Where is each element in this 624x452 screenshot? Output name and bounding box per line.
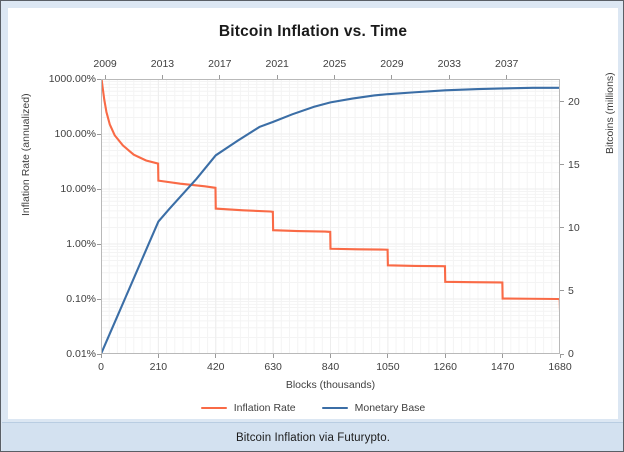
- x-tick-bottom-2: 420: [206, 361, 225, 373]
- tick-mark: [97, 243, 101, 245]
- figure-card: Bitcoin Inflation vs. Time Inflation Rat…: [8, 8, 618, 419]
- x-tick-bottom-8: 1680: [548, 361, 572, 373]
- tick-mark: [219, 75, 221, 79]
- x-tick-bottom-1: 210: [149, 361, 168, 373]
- y-tick-right-4: 20: [568, 95, 580, 108]
- plot-area: [101, 79, 560, 354]
- y-axis-right-title: Bitcoins (millions): [604, 72, 616, 154]
- axis-line-left: [101, 79, 102, 354]
- x-tick-bottom-3: 630: [264, 361, 282, 373]
- tick-mark: [560, 353, 564, 355]
- tick-mark: [97, 353, 101, 355]
- y-tick-right-0: 0: [568, 348, 574, 360]
- legend-swatch-inflation-rate: [200, 406, 227, 410]
- tick-mark: [104, 75, 106, 79]
- x-tick-top-3: 2021: [265, 58, 289, 70]
- tick-mark: [502, 354, 504, 358]
- tick-mark: [560, 227, 564, 229]
- tick-mark: [560, 290, 564, 292]
- x-tick-top-7: 2037: [495, 58, 519, 70]
- y-tick-right-1: 5: [568, 284, 574, 297]
- tick-mark: [97, 133, 101, 135]
- tick-mark: [272, 354, 274, 358]
- axis-line-bottom: [101, 353, 560, 354]
- grid-lines: [101, 79, 560, 354]
- x-tick-top-4: 2025: [322, 58, 347, 70]
- tick-mark: [97, 78, 101, 80]
- tick-mark: [506, 75, 508, 79]
- tick-mark: [560, 101, 564, 103]
- tick-mark: [560, 164, 564, 166]
- y-tick-left-2: 10.00%: [60, 183, 96, 195]
- series-inflation-rate: [101, 79, 560, 311]
- tick-mark: [100, 354, 102, 358]
- y-tick-left-4: 0.10%: [66, 293, 96, 305]
- x-tick-top-0: 2009: [93, 58, 117, 70]
- tick-mark: [97, 188, 101, 190]
- axis-line-right: [559, 79, 560, 354]
- y-tick-left-1: 100.00%: [54, 128, 96, 140]
- tick-mark: [391, 75, 393, 79]
- x-tick-bottom-6: 1260: [433, 361, 457, 373]
- axis-line-top: [101, 79, 560, 80]
- x-tick-bottom-5: 1050: [376, 361, 400, 373]
- tick-mark: [276, 75, 278, 79]
- y-tick-right-2: 10: [568, 221, 580, 234]
- series-lines: [101, 79, 560, 354]
- y-tick-right-3: 15: [568, 158, 580, 171]
- tick-mark: [330, 354, 331, 358]
- legend-label-inflation-rate: Inflation Rate: [233, 402, 296, 414]
- legend-item-inflation-rate: Inflation Rate: [200, 402, 296, 414]
- tick-mark: [97, 298, 101, 300]
- x-tick-top-5: 2029: [380, 58, 404, 70]
- tick-mark: [215, 354, 217, 358]
- tick-mark: [444, 354, 446, 358]
- page-title: Bitcoin Inflation vs. Time: [218, 23, 408, 40]
- tick-mark: [334, 75, 336, 79]
- x-tick-top-2: 2017: [208, 58, 232, 70]
- tick-mark: [559, 354, 561, 358]
- legend-item-monetary-base: Monetary Base: [321, 402, 426, 414]
- series-monetary-base: [101, 86, 560, 354]
- caption-text: Bitcoin Inflation via Futurypto.: [235, 431, 391, 444]
- legend-swatch-monetary-base: [321, 406, 348, 410]
- tick-mark: [448, 75, 450, 79]
- y-tick-left-0: 1000.00%: [48, 73, 96, 85]
- caption-bar: Bitcoin Inflation via Futurypto.: [2, 422, 623, 451]
- x-tick-bottom-7: 1470: [490, 361, 515, 373]
- x-tick-top-1: 2013: [150, 58, 175, 70]
- y-axis-left-title: Inflation Rate (annualized): [20, 93, 32, 216]
- legend-label-monetary-base: Monetary Base: [354, 402, 426, 414]
- tick-mark: [161, 75, 163, 79]
- x-tick-bottom-0: 0: [98, 361, 104, 373]
- y-tick-left-5: 0.01%: [66, 348, 96, 360]
- x-tick-bottom-4: 840: [321, 361, 340, 373]
- chart-legend: Inflation Rate Monetary Base: [8, 402, 618, 414]
- y-tick-left-3: 1.00%: [66, 238, 96, 250]
- tick-mark: [387, 354, 389, 358]
- tick-mark: [157, 354, 159, 358]
- x-axis-title: Blocks (thousands): [285, 379, 376, 391]
- x-tick-top-6: 2033: [437, 58, 462, 70]
